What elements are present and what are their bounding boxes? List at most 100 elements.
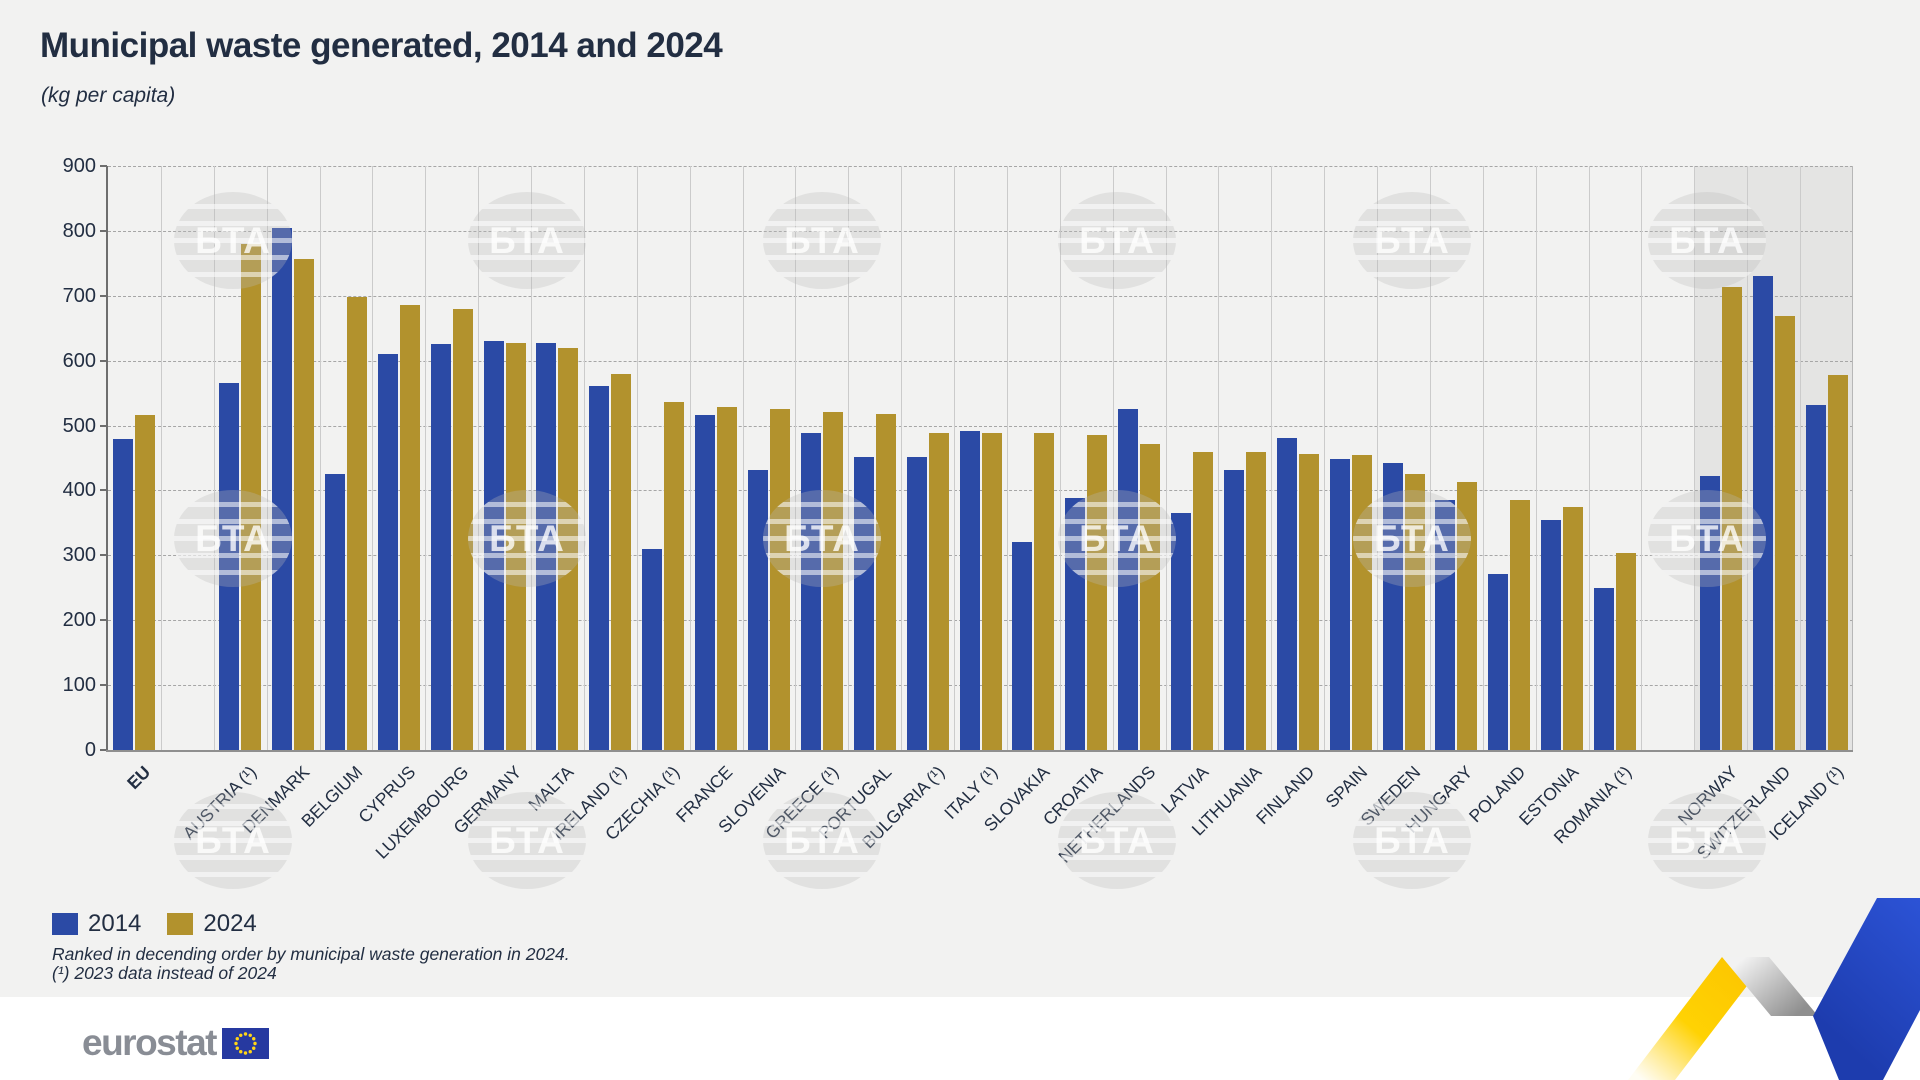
bar-2014-SLOVAKIA xyxy=(1012,542,1033,750)
h-gridline xyxy=(108,685,1853,687)
bar-2024-MALTA xyxy=(558,347,579,750)
y-tick-label: 300 xyxy=(62,544,96,567)
y-axis-line xyxy=(106,166,108,750)
bar-2014-ESTONIA xyxy=(1541,519,1562,750)
h-gridline xyxy=(108,425,1853,427)
y-tick-mark xyxy=(100,554,107,557)
y-tick-label: 600 xyxy=(62,349,96,372)
bar-2014-GREECE (¹) xyxy=(800,433,821,750)
column-separator xyxy=(1377,166,1379,750)
bar-2024-LATVIA xyxy=(1193,451,1213,750)
bar-2024-POLAND xyxy=(1510,499,1531,750)
bar-2024-LITHUANIA xyxy=(1245,451,1266,750)
bar-2014-LATVIA xyxy=(1171,513,1191,750)
footer-strip xyxy=(0,997,1920,1080)
column-separator xyxy=(1694,166,1696,750)
page-subtitle: (kg per capita) xyxy=(41,84,176,107)
column-separator xyxy=(1641,166,1643,750)
footnote-ranking: Ranked in decending order by municipal w… xyxy=(52,944,570,964)
y-tick-mark xyxy=(100,684,107,687)
column-separator xyxy=(1747,166,1749,750)
bar-2014-AUSTRIA (¹) xyxy=(219,383,240,750)
y-tick-mark xyxy=(100,229,107,232)
y-tick-mark xyxy=(100,165,107,167)
column-separator xyxy=(372,166,374,750)
y-tick-label: 200 xyxy=(62,609,96,632)
y-tick-mark xyxy=(100,424,107,427)
column-separator xyxy=(1535,166,1537,750)
x-axis-line xyxy=(106,750,1853,752)
y-tick-label: 400 xyxy=(62,479,96,502)
y-tick-mark xyxy=(100,749,107,751)
eurostat-logo: eurostat xyxy=(82,1022,269,1064)
column-separator xyxy=(213,166,215,750)
legend-label-2014: 2014 xyxy=(88,910,142,937)
bar-2024-CROATIA xyxy=(1087,435,1108,750)
footnote-2023-data: (¹) 2023 data instead of 2024 xyxy=(52,963,277,983)
column-separator xyxy=(1165,166,1167,750)
h-gridline xyxy=(108,360,1853,362)
column-separator xyxy=(636,166,638,750)
column-separator xyxy=(1324,166,1326,750)
plot-right-border xyxy=(1852,166,1853,750)
y-tick-mark xyxy=(100,359,107,362)
bar-2014-NORWAY xyxy=(1699,475,1720,750)
column-separator xyxy=(319,166,321,750)
bar-2024-SWEDEN xyxy=(1404,473,1425,750)
column-separator xyxy=(848,166,850,750)
column-separator xyxy=(478,166,480,750)
bar-2014-GERMANY xyxy=(483,341,504,750)
bar-2024-LUXEMBOURG xyxy=(452,308,473,750)
bar-2024-FRANCE xyxy=(717,406,738,750)
column-separator xyxy=(160,166,162,750)
bar-2014-MALTA xyxy=(536,342,557,750)
bar-2024-CZECHIA (¹) xyxy=(664,401,685,750)
bar-2024-GREECE (¹) xyxy=(822,411,843,750)
legend-swatch-2024 xyxy=(167,913,194,935)
bar-2024-SPAIN xyxy=(1351,455,1372,750)
bar-2024-HUNGARY xyxy=(1457,482,1478,750)
y-tick-label: 100 xyxy=(62,674,96,697)
h-gridline xyxy=(108,555,1853,557)
column-separator xyxy=(1271,166,1273,750)
bar-2024-CYPRUS xyxy=(399,304,420,750)
column-separator xyxy=(583,166,585,750)
bar-2024-ROMANIA (¹) xyxy=(1616,552,1637,750)
bar-2014-IRELAND (¹) xyxy=(589,385,610,750)
y-tick-mark xyxy=(100,489,107,492)
bar-2014-NETHERLANDS xyxy=(1118,408,1139,750)
bar-2014-SWEDEN xyxy=(1382,463,1403,750)
bar-2024-SWITZERLAND xyxy=(1774,315,1795,750)
y-tick-label: 700 xyxy=(62,284,96,307)
column-separator xyxy=(1588,166,1590,750)
column-separator xyxy=(901,166,903,750)
bar-2024-ESTONIA xyxy=(1563,506,1584,750)
column-separator xyxy=(1006,166,1008,750)
column-separator xyxy=(1429,166,1431,750)
h-gridline xyxy=(108,166,1853,167)
h-gridline xyxy=(108,620,1853,622)
bar-2014-CZECHIA (¹) xyxy=(642,548,663,750)
bar-2014-SLOVENIA xyxy=(747,470,768,750)
bar-2024-SLOVENIA xyxy=(769,409,790,750)
column-separator xyxy=(1059,166,1061,750)
bar-2024-GERMANY xyxy=(505,343,526,750)
h-gridline xyxy=(108,295,1853,297)
page-title: Municipal waste generated, 2014 and 2024 xyxy=(40,26,723,65)
y-tick-label: 800 xyxy=(62,219,96,242)
y-tick-mark xyxy=(100,294,107,297)
column-separator xyxy=(1112,166,1114,750)
bar-2024-IRELAND (¹) xyxy=(611,373,632,750)
column-separator xyxy=(1218,166,1220,750)
column-separator xyxy=(742,166,744,750)
bar-2014-EU xyxy=(113,439,134,750)
bar-2024-PORTUGAL xyxy=(875,413,896,750)
bar-2014-LITHUANIA xyxy=(1223,470,1244,750)
y-tick-mark xyxy=(100,619,107,622)
h-gridline xyxy=(108,230,1853,232)
legend-item-2024: 2024 xyxy=(167,910,257,938)
column-separator xyxy=(425,166,427,750)
legend-swatch-2014 xyxy=(52,913,78,935)
bar-2024-AUSTRIA (¹) xyxy=(241,243,262,750)
